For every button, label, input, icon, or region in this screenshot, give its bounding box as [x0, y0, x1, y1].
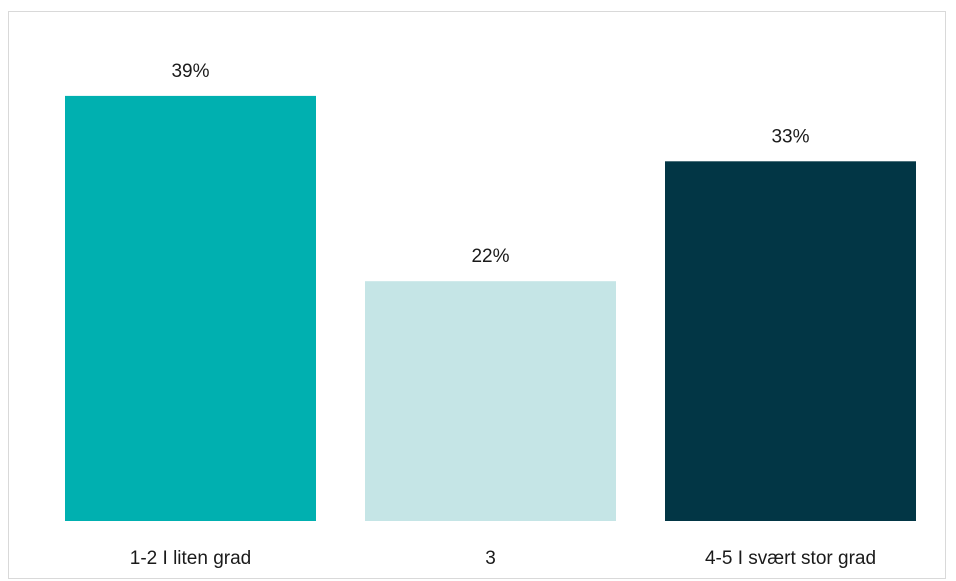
- bar-2: [365, 281, 616, 521]
- category-label-2: 3: [485, 548, 496, 569]
- category-label-3: 4-5 I svært stor grad: [705, 548, 876, 569]
- bar-1: [65, 95, 316, 522]
- value-labels-group: 39% 22% 33%: [171, 61, 809, 267]
- category-label-1: 1-2 I liten grad: [130, 548, 251, 569]
- value-label-3: 33%: [771, 126, 809, 147]
- bars-group: [65, 95, 916, 522]
- value-label-1: 39%: [171, 61, 209, 82]
- value-label-2: 22%: [471, 246, 509, 267]
- category-labels-group: 1-2 I liten grad 3 4-5 I svært stor grad: [130, 548, 876, 569]
- bar-3: [665, 161, 916, 522]
